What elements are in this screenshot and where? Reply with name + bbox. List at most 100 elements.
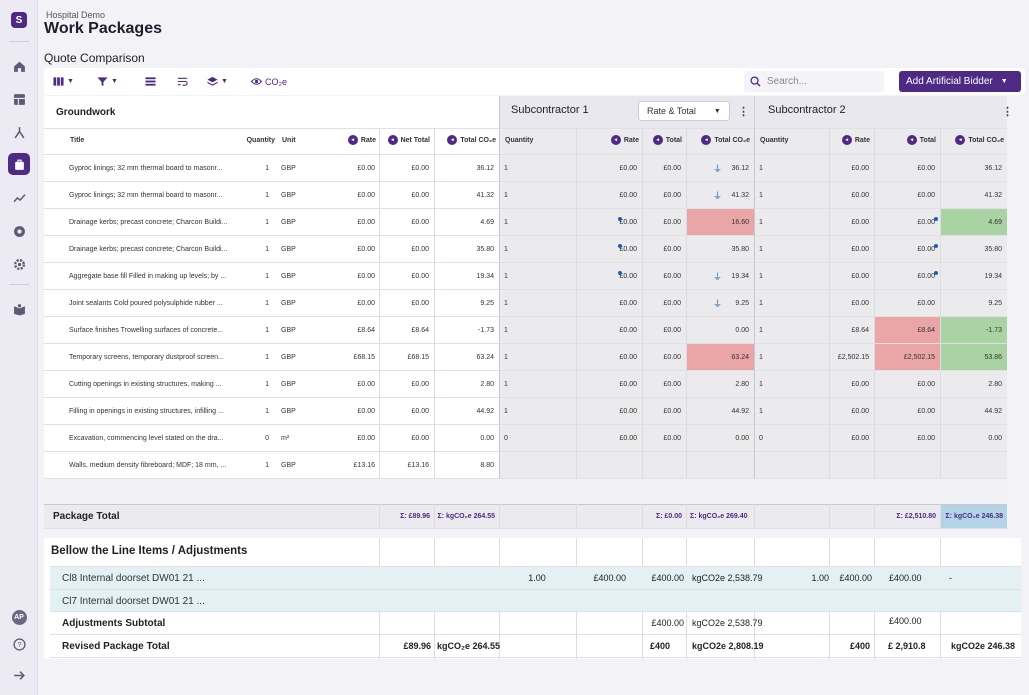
row-rate: £0.00	[357, 192, 375, 199]
s1-total-co2: 63.24	[731, 354, 749, 361]
trend-icon[interactable]	[0, 186, 38, 210]
s1-package-total: Σ: £0.00	[656, 512, 682, 520]
split-icon[interactable]	[0, 120, 38, 144]
column-header-s1t[interactable]: ◂ Total	[642, 132, 682, 148]
kebab-icon[interactable]: ⋮	[1002, 106, 1013, 118]
aperture-icon[interactable]	[0, 219, 38, 243]
s1-rate	[577, 452, 642, 479]
column-header-label: Total CO₂e	[714, 136, 750, 144]
row-quantity: 1	[265, 381, 269, 388]
rev-s1-co2: kgCO2e 2,808.19	[692, 641, 764, 651]
divider	[754, 96, 755, 128]
plug-icon: ⏚	[713, 163, 723, 174]
row-divider	[44, 424, 1007, 425]
gear-icon[interactable]	[0, 252, 38, 276]
column-header-unit[interactable]: Unit	[282, 132, 312, 148]
density-button[interactable]	[145, 74, 156, 89]
column-header-rate[interactable]: ◂ Rate	[322, 132, 376, 148]
book-icon[interactable]	[0, 297, 38, 321]
column-menu-icon[interactable]: ◂	[610, 135, 621, 145]
row-quantity: 1	[265, 273, 269, 280]
column-menu-icon[interactable]: ◂	[701, 135, 712, 145]
eye-icon	[251, 78, 262, 85]
column-menu-icon[interactable]: ◂	[347, 135, 358, 145]
status-dot	[618, 244, 622, 248]
column-header-net[interactable]: ◂ Net Total	[380, 132, 430, 148]
package-icon[interactable]	[0, 152, 38, 176]
rev-s2-co2: kgCO2e 246.38	[951, 641, 1016, 651]
s2-total: £0.00	[917, 300, 935, 307]
s1-rate: £0.00	[619, 327, 637, 334]
divider	[754, 504, 755, 528]
revised-total-label: Revised Package Total	[62, 640, 170, 652]
s2-total-co2: 44.92	[984, 408, 1002, 415]
divider	[642, 504, 643, 528]
filter-button[interactable]: ▼	[97, 74, 118, 89]
highlight-green	[940, 209, 1007, 235]
divider	[50, 611, 1021, 612]
row-net-total: £13.16	[407, 462, 429, 469]
row-divider	[44, 316, 1007, 317]
add-bidder-label: Add Artificial Bidder	[906, 76, 993, 87]
column-header-s1q[interactable]: Quantity	[505, 132, 565, 148]
column-menu-icon[interactable]: ◂	[447, 135, 458, 145]
layers-button[interactable]: ▼	[207, 74, 228, 89]
row-quantity: 1	[265, 408, 269, 415]
s1-total-co2: 44.92	[731, 408, 749, 415]
row-divider	[44, 208, 1007, 209]
sidebar: S AP ?	[0, 0, 38, 695]
s1-total: £0.00	[663, 192, 681, 199]
grid-icon[interactable]	[0, 87, 38, 111]
search-input[interactable]: Search...	[744, 71, 884, 92]
column-header-s2t[interactable]: ◂ Total	[874, 132, 936, 148]
logo-icon[interactable]: S	[0, 8, 38, 32]
row-quantity: 1	[265, 219, 269, 226]
s1-rate: £0.00	[619, 273, 637, 280]
column-header-s2r[interactable]: ◂ Rate	[830, 132, 870, 148]
row-total-co2: 4.69	[480, 219, 494, 226]
row-total-co2: 63.24	[476, 354, 494, 361]
column-menu-icon[interactable]: ◂	[841, 135, 852, 145]
row-net-total: £0.00	[411, 435, 429, 442]
add-artificial-bidder-button[interactable]: Add Artificial Bidder ▼	[899, 71, 1021, 92]
divider	[754, 128, 755, 529]
row-divider	[44, 235, 1007, 236]
avatar[interactable]: AP	[0, 605, 38, 629]
row-rate: £0.00	[357, 246, 375, 253]
column-menu-icon[interactable]: ◂	[387, 135, 398, 145]
help-icon[interactable]: ?	[0, 632, 38, 656]
wrap-button[interactable]	[177, 74, 188, 89]
column-menu-icon[interactable]: ◂	[652, 135, 663, 145]
empty-area	[44, 479, 1007, 504]
caret-down-icon: ▼	[1000, 78, 1008, 85]
item-s1-rate: £400.00	[593, 573, 626, 583]
column-header-quantity[interactable]: Quantity	[239, 132, 275, 148]
column-menu-icon[interactable]: ◂	[955, 135, 966, 145]
column-header-s1c[interactable]: ◂ Total CO₂e	[688, 132, 750, 148]
row-rate: £68.15	[353, 354, 375, 361]
s1-quantity: 1	[504, 165, 508, 172]
display-mode-select[interactable]: Rate & Total ▼	[638, 101, 730, 121]
caret-down-icon: ▼	[713, 107, 721, 115]
arrow-right-icon[interactable]	[0, 663, 38, 687]
row-net-total: £0.00	[411, 219, 429, 226]
column-header-s2c[interactable]: ◂ Total CO₂e	[942, 132, 1004, 148]
column-header-title[interactable]: Title	[70, 132, 250, 148]
item-row-bg	[50, 589, 1021, 611]
co2-toggle[interactable]: CO₂e	[251, 74, 287, 89]
column-header-s1r[interactable]: ◂ Rate	[579, 132, 639, 148]
row-total-co2: 41.32	[476, 192, 494, 199]
column-header-s2q[interactable]: Quantity	[760, 132, 820, 148]
svg-text:?: ?	[17, 640, 21, 649]
column-header-co2[interactable]: ◂ Total CO₂e	[436, 132, 496, 148]
column-menu-icon[interactable]: ◂	[906, 135, 917, 145]
adj-s1-total: £400.00	[651, 618, 684, 628]
s2-total: £0.00	[917, 165, 935, 172]
kebab-icon[interactable]: ⋮	[738, 106, 749, 118]
s2-total: £0.00	[917, 246, 935, 253]
page-title: Work Packages	[44, 20, 162, 37]
home-icon[interactable]	[0, 54, 38, 78]
highlight-green	[940, 317, 1007, 343]
adj-s2-total: £400.00	[889, 616, 922, 626]
columns-button[interactable]: ▼	[53, 74, 74, 89]
